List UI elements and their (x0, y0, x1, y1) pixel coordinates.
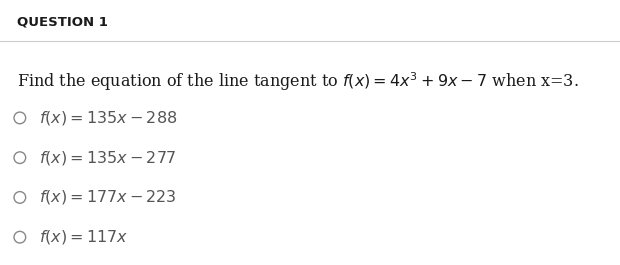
Text: $f(x) = 117x$: $f(x) = 117x$ (39, 228, 128, 246)
Text: Find the equation of the line tangent to $f(x) = 4x^3 + 9x - 7$ when x=3.: Find the equation of the line tangent to… (17, 70, 579, 93)
Text: QUESTION 1: QUESTION 1 (17, 16, 108, 29)
Text: $f(x) = 135x - 288$: $f(x) = 135x - 288$ (39, 109, 177, 127)
Text: $f(x) = 135x - 277$: $f(x) = 135x - 277$ (39, 149, 177, 167)
Text: $f(x) = 177x - 223$: $f(x) = 177x - 223$ (39, 188, 177, 206)
